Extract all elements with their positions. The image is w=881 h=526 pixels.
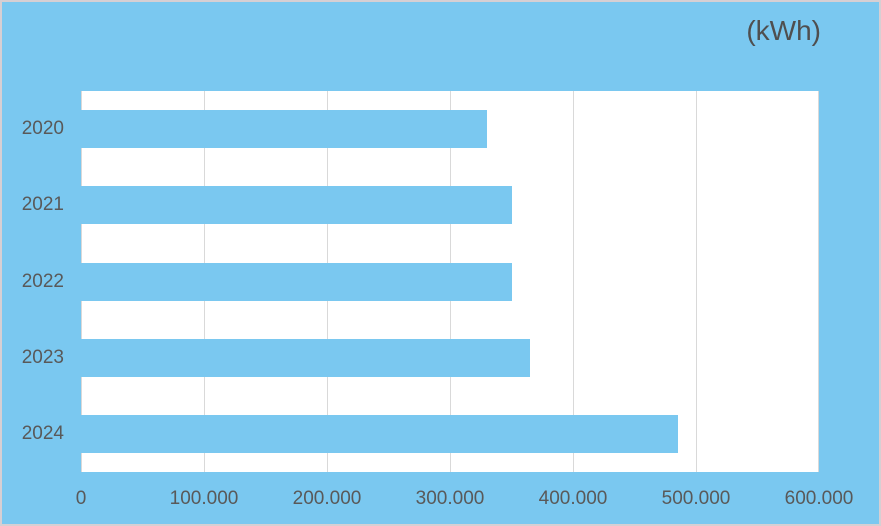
gridline-500.000 [696,91,697,472]
bar-2022 [81,262,512,301]
bar-2023 [81,338,530,377]
y-axis-label-2021: 2021 [21,194,64,216]
bar-2024 [81,414,678,453]
x-axis-label-200.000: 200.000 [292,488,362,509]
plot-area [81,91,819,472]
chart-title: (kWh) [746,15,821,46]
x-axis-label-600.000: 600.000 [784,488,854,509]
bar-2020 [81,110,487,149]
bar-2021 [81,186,512,225]
x-axis-label-0: 0 [75,488,87,509]
x-axis-label-400.000: 400.000 [538,488,608,509]
x-axis-label-100.000: 100.000 [169,488,239,509]
y-axis-label-2020: 2020 [21,118,64,140]
x-axis-label-500.000: 500.000 [661,488,731,509]
gridline-600.000 [818,91,819,472]
x-axis-label-300.000: 300.000 [415,488,485,509]
y-axis-label-2023: 2023 [21,346,64,368]
y-axis-label-2022: 2022 [21,270,64,292]
y-axis-label-2024: 2024 [21,422,64,444]
gridline-400.000 [573,91,574,472]
